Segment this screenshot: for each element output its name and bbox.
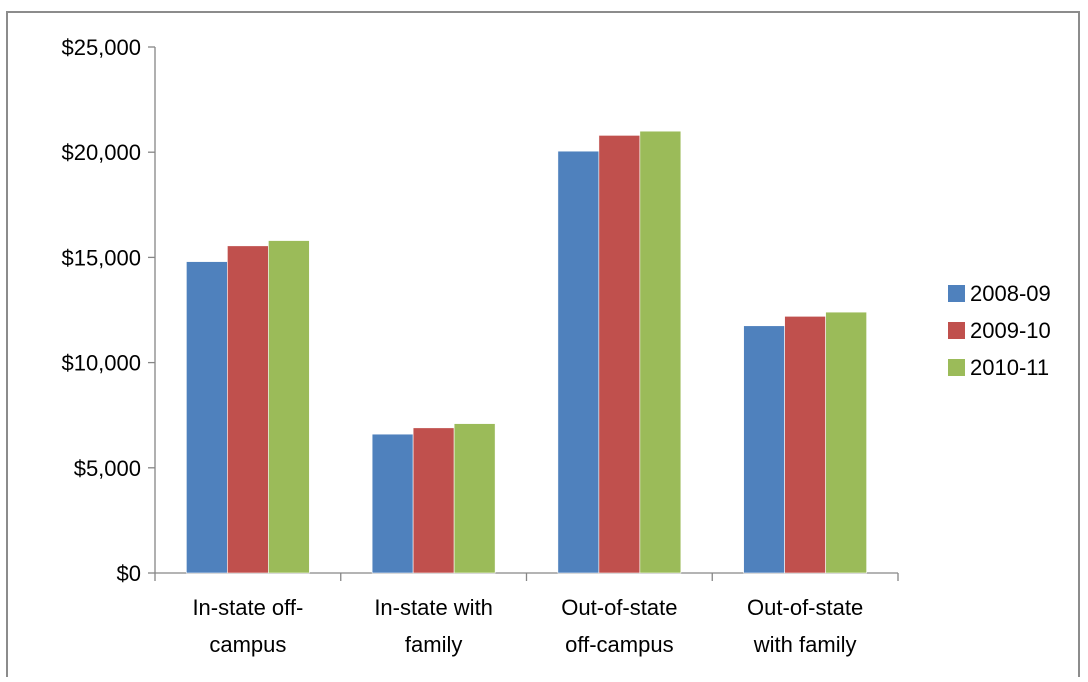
legend-label: 2010-11	[970, 355, 1049, 380]
bar-2008-09-3	[743, 325, 785, 574]
y-tick-label: $5,000	[74, 456, 141, 481]
y-tick-label: $10,000	[61, 351, 141, 376]
bar-2010-11-0	[268, 240, 310, 574]
legend-label: 2009-10	[970, 318, 1051, 343]
bar-2009-10-0	[227, 245, 269, 574]
y-tick-label: $25,000	[61, 35, 141, 60]
x-tick-label: Out-of-state	[747, 595, 863, 620]
bar-2009-10-1	[412, 427, 455, 574]
bar-2010-11-3	[825, 311, 867, 574]
legend-swatch-2009-10	[948, 322, 965, 339]
bar-2010-11-1	[453, 423, 496, 574]
x-tick-label: with family	[753, 632, 857, 657]
plot-area: $0 $5,000 $10,000 $15,000 $20,000 $25,000 In-s…	[61, 35, 899, 657]
legend-swatch-2010-11	[948, 359, 965, 376]
bar-2009-10-2	[598, 135, 641, 574]
y-tick-label: $0	[117, 561, 141, 586]
bar-2009-10-3	[784, 316, 826, 574]
bar-2008-09-0	[186, 261, 228, 574]
bar-2008-09-2	[557, 150, 600, 574]
legend-swatch-2008-09	[948, 285, 965, 302]
x-tick-label: In-state off-	[192, 595, 303, 620]
x-tick-label: off-campus	[565, 632, 673, 657]
bar-chart: $0 $5,000 $10,000 $15,000 $20,000 $25,000 In-s…	[61, 35, 1051, 657]
x-tick-label: Out-of-state	[561, 595, 677, 620]
x-tick-label: In-state with	[374, 595, 493, 620]
x-tick-label: family	[405, 632, 462, 657]
bar-2010-11-2	[639, 130, 682, 574]
y-tick-label: $15,000	[61, 245, 141, 270]
legend: 2008-09 2009-10 2010-11	[948, 281, 1051, 380]
legend-label: 2008-09	[970, 281, 1051, 306]
y-tick-label: $20,000	[61, 140, 141, 165]
chart-frame: $0 $5,000 $10,000 $15,000 $20,000 $25,000 In-s…	[6, 11, 1080, 677]
bar-2008-09-1	[371, 433, 414, 574]
x-tick-label: campus	[209, 632, 286, 657]
